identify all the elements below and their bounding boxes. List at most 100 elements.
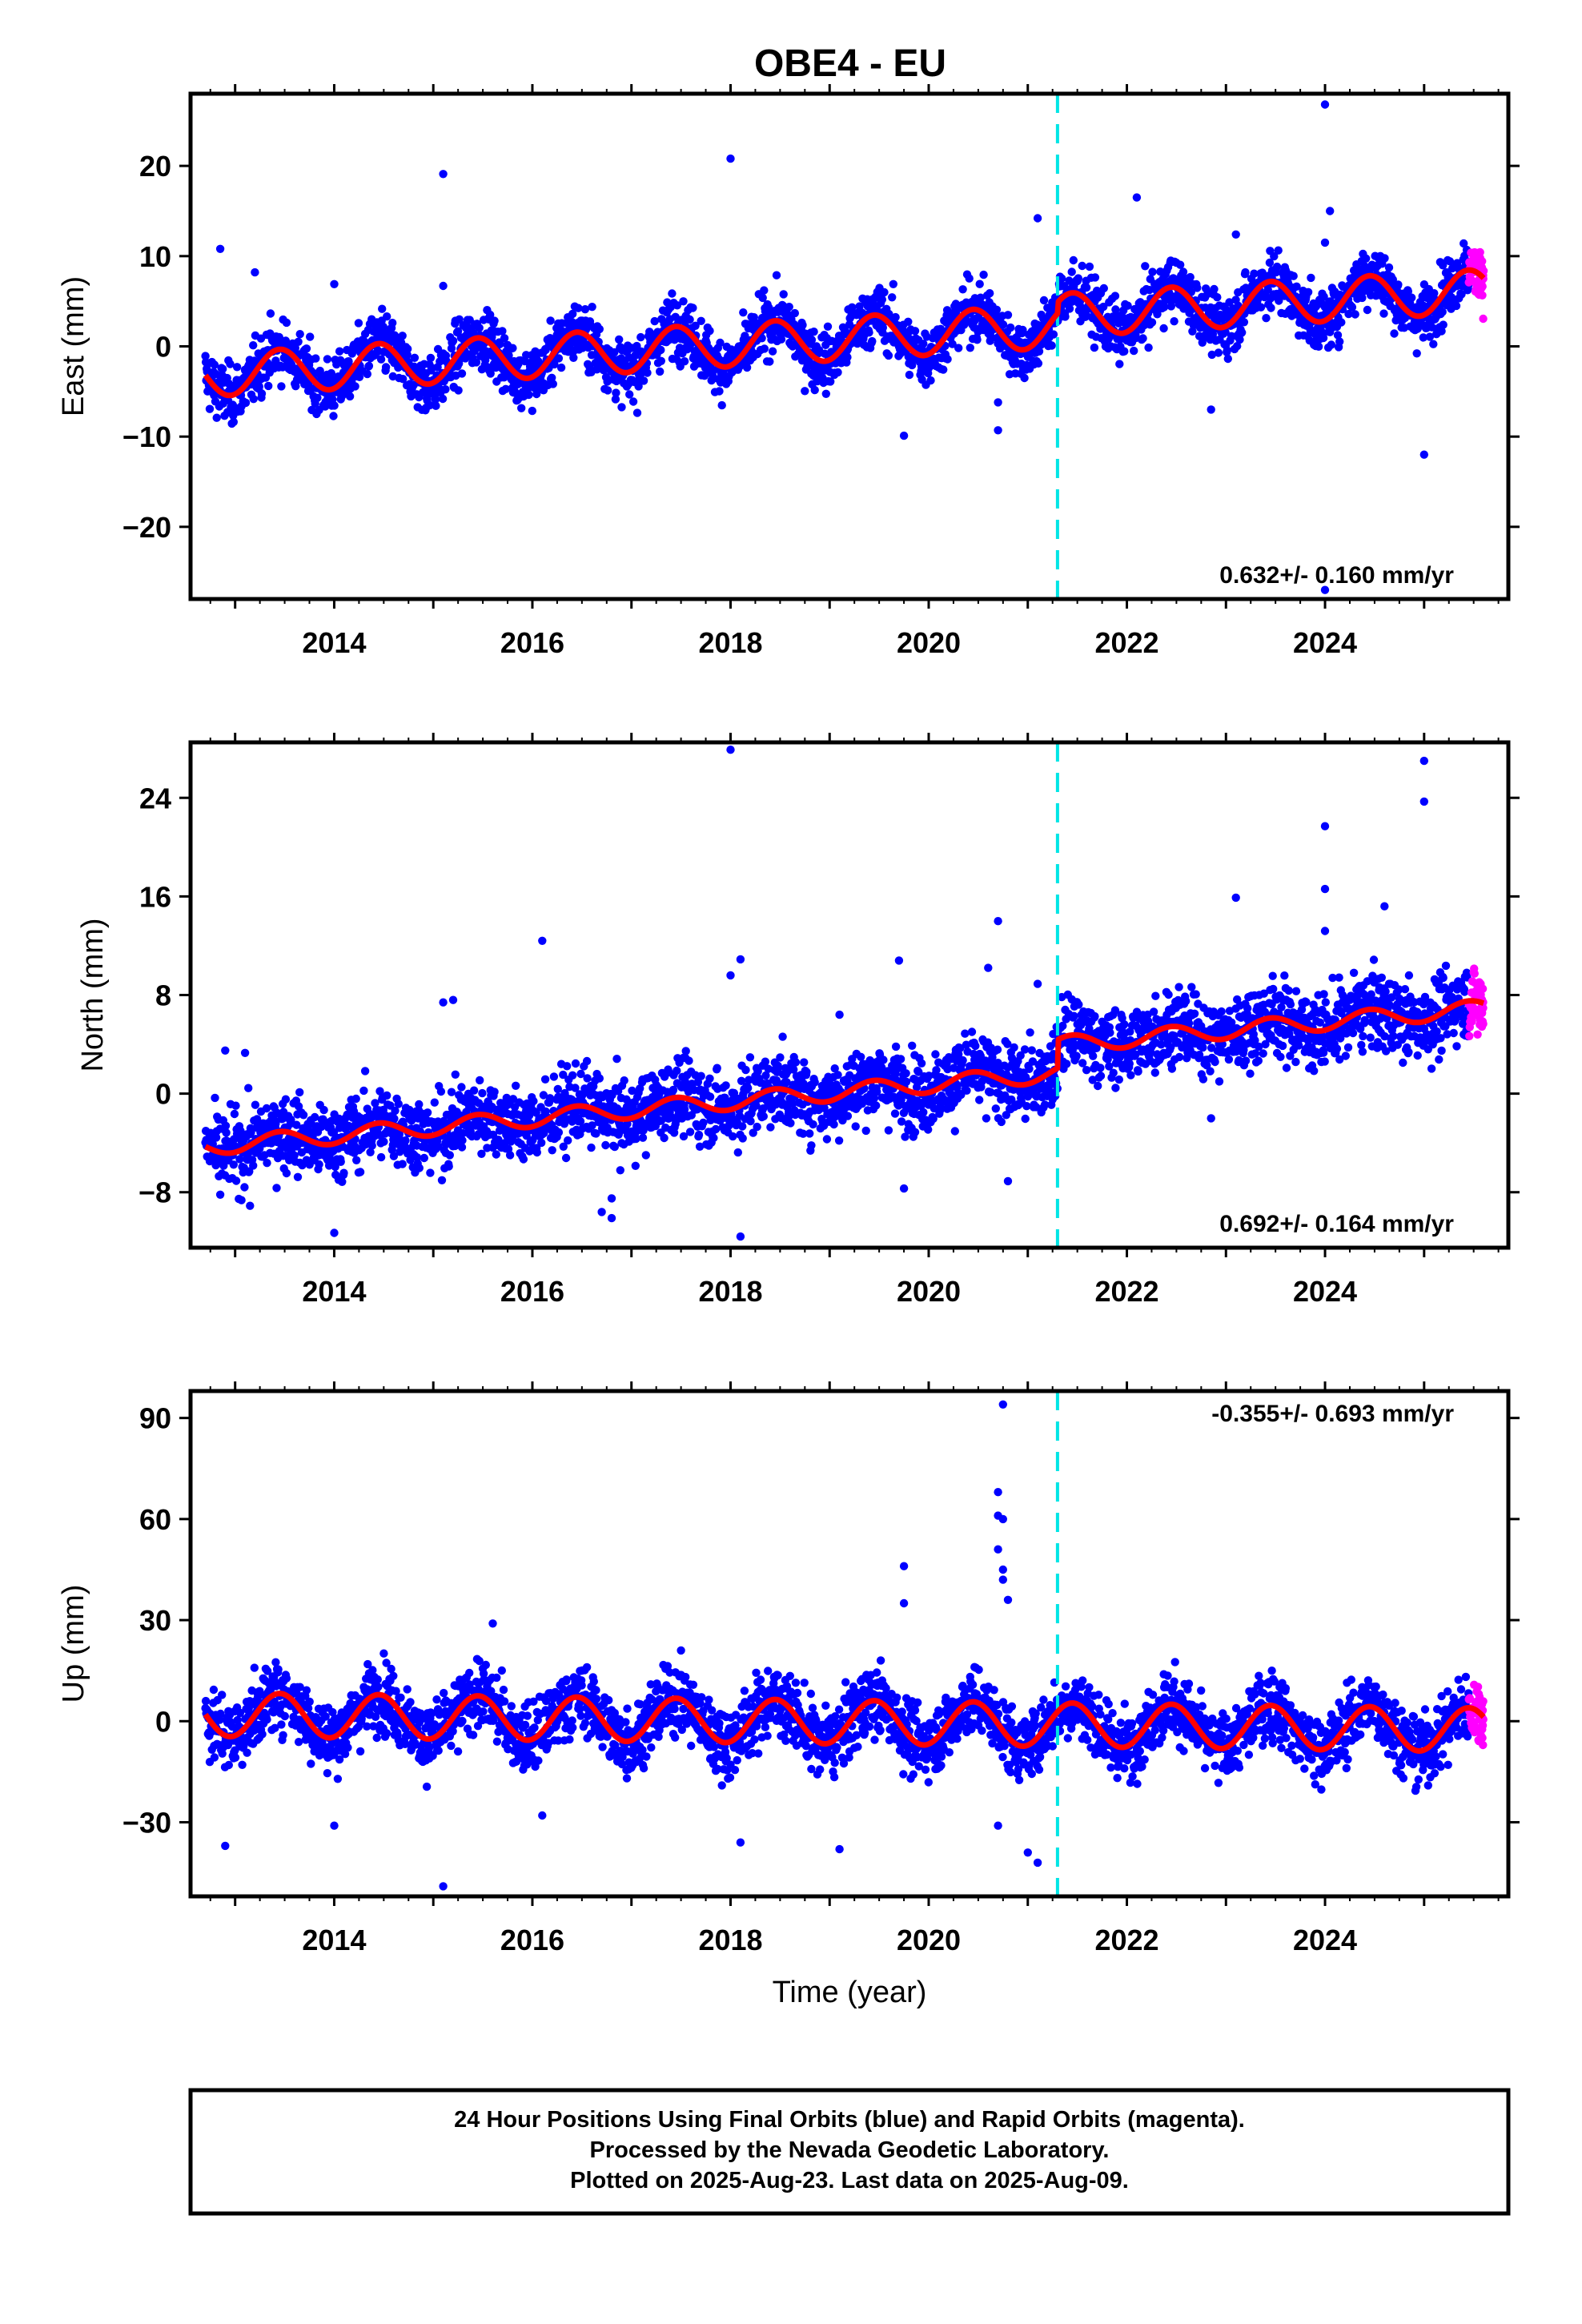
outlier-point <box>439 170 448 179</box>
final-orbit-point <box>336 1157 345 1167</box>
final-orbit-point <box>1303 287 1313 296</box>
final-orbit-point <box>738 1134 747 1143</box>
final-orbit-point <box>603 386 612 395</box>
final-orbit-point <box>822 1135 832 1144</box>
final-orbit-point <box>295 1088 304 1097</box>
outlier-point <box>1033 214 1042 223</box>
final-orbit-point <box>705 326 714 336</box>
final-orbit-point <box>486 310 495 320</box>
final-orbit-point <box>919 1108 928 1117</box>
final-orbit-point <box>344 357 353 366</box>
final-orbit-point <box>1176 260 1185 269</box>
final-orbit-point <box>798 320 807 330</box>
final-orbit-point <box>1034 347 1044 356</box>
final-orbit-point <box>524 390 533 400</box>
final-orbit-point <box>263 1159 271 1168</box>
y-tick-label: 10 <box>139 240 171 273</box>
final-orbit-point <box>478 1088 487 1098</box>
final-orbit-point <box>738 1122 747 1131</box>
final-orbit-point <box>1256 303 1266 312</box>
final-orbit-point <box>569 353 578 362</box>
final-orbit-point <box>998 320 1008 329</box>
x-tick-label: 2022 <box>1094 626 1158 659</box>
final-orbit-point <box>1138 334 1147 343</box>
final-orbit-point <box>872 1101 881 1110</box>
final-orbit-point <box>210 360 219 369</box>
final-orbit-point <box>1047 341 1056 350</box>
final-orbit-point <box>1223 354 1233 364</box>
final-orbit-point <box>383 1091 391 1100</box>
final-orbit-point <box>965 274 974 283</box>
final-orbit-point <box>620 1076 628 1085</box>
rapid-orbit-point <box>1476 283 1485 292</box>
final-orbit-point <box>249 1161 258 1170</box>
final-orbit-point <box>529 1096 538 1106</box>
final-orbit-point <box>1074 274 1083 283</box>
final-orbit-point <box>379 322 387 332</box>
final-orbit-point <box>448 336 458 345</box>
y-tick-label: −20 <box>122 511 171 544</box>
final-orbit-point <box>1333 331 1343 340</box>
final-orbit-point <box>580 305 590 314</box>
final-orbit-point <box>685 315 694 324</box>
final-orbit-point <box>901 1069 910 1078</box>
final-orbit-point <box>229 417 238 427</box>
final-orbit-point <box>294 337 303 346</box>
final-orbit-point <box>219 364 227 373</box>
final-orbit-point <box>327 368 335 378</box>
final-orbit-point <box>469 1086 479 1095</box>
final-orbit-point <box>656 345 665 355</box>
final-orbit-point <box>729 1132 737 1141</box>
final-orbit-point <box>1238 328 1247 337</box>
final-orbit-point <box>834 1136 844 1145</box>
final-orbit-point <box>1085 262 1094 271</box>
final-orbit-point <box>583 1074 592 1083</box>
final-orbit-point <box>351 382 359 391</box>
final-orbit-point <box>759 1112 768 1121</box>
final-orbit-point <box>986 289 994 298</box>
final-orbit-point <box>868 336 877 346</box>
final-orbit-point <box>378 304 387 313</box>
final-orbit-point <box>785 303 793 312</box>
final-orbit-point <box>917 1059 926 1068</box>
final-orbit-point <box>444 1162 453 1171</box>
final-orbit-point <box>779 290 788 299</box>
final-orbit-point <box>741 332 749 340</box>
final-orbit-point <box>865 328 873 337</box>
final-orbit-point <box>226 360 235 368</box>
final-orbit-point <box>426 1168 435 1177</box>
final-orbit-point <box>302 344 311 353</box>
final-orbit-point <box>1099 302 1108 312</box>
final-orbit-point <box>1213 293 1222 302</box>
final-orbit-point <box>636 332 645 342</box>
final-orbit-point <box>716 338 725 348</box>
final-orbit-point <box>423 1108 432 1117</box>
final-orbit-point <box>457 1083 466 1092</box>
final-orbit-point <box>1274 246 1283 255</box>
final-orbit-point <box>379 1137 388 1146</box>
final-orbit-point <box>612 388 620 397</box>
final-orbit-point <box>1241 267 1250 277</box>
final-orbit-point <box>778 1032 787 1041</box>
final-orbit-point <box>924 1125 933 1134</box>
final-orbit-point <box>1363 305 1372 315</box>
outlier-point <box>1231 230 1240 239</box>
outlier-point <box>1320 100 1330 109</box>
final-orbit-point <box>958 1055 967 1065</box>
plot-area <box>201 94 1488 599</box>
rapid-orbit-point <box>1476 259 1484 268</box>
final-orbit-point <box>885 310 893 319</box>
final-orbit-point <box>500 334 509 343</box>
final-orbit-point <box>880 287 889 297</box>
final-orbit-point <box>807 1141 816 1150</box>
final-orbit-point <box>1380 254 1389 263</box>
final-orbit-point <box>910 1128 920 1137</box>
final-orbit-point <box>410 353 420 362</box>
final-orbit-point <box>879 1055 888 1064</box>
final-orbit-point <box>381 363 391 372</box>
outlier-point <box>439 281 448 291</box>
final-orbit-point <box>826 377 835 386</box>
final-orbit-point <box>679 297 688 306</box>
final-orbit-point <box>777 335 786 344</box>
final-orbit-point <box>244 1084 253 1092</box>
